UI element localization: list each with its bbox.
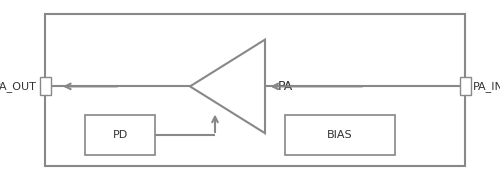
- Text: PD: PD: [112, 130, 128, 140]
- Bar: [45, 14, 465, 166]
- Text: BIAS: BIAS: [327, 130, 353, 140]
- Bar: [285, 115, 395, 155]
- Bar: [85, 115, 155, 155]
- Bar: [40, 77, 50, 95]
- Text: PA_IN: PA_IN: [473, 81, 500, 92]
- Text: PA_OUT: PA_OUT: [0, 81, 37, 92]
- Polygon shape: [190, 40, 265, 133]
- Text: PA: PA: [278, 80, 293, 93]
- Bar: [460, 77, 470, 95]
